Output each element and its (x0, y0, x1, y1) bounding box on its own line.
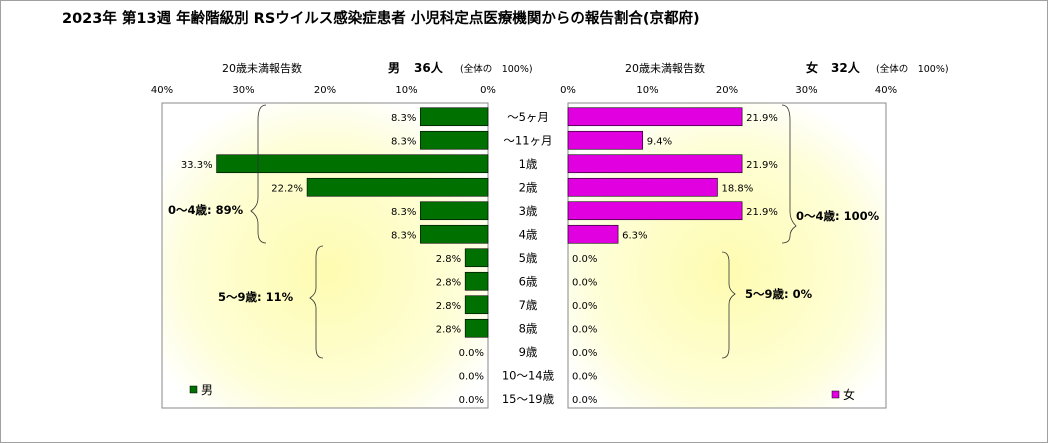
right-plot-area (567, 102, 887, 409)
left-group-label-5-9: 5〜9歳: 11% (218, 290, 294, 304)
left-header-count: 36人 (414, 60, 444, 75)
right-x-tick-label: 0% (560, 85, 576, 96)
male-value-label: 2.8% (436, 301, 461, 312)
female-value-label: 18.8% (721, 183, 753, 194)
left-plot-area (161, 102, 489, 409)
right-header-total: (全体の 100%) (876, 63, 949, 75)
left-x-tick-label: 20% (314, 85, 336, 96)
male-bar (464, 248, 489, 268)
male-value-label: 2.8% (436, 324, 461, 335)
right-x-tick-label: 40% (875, 85, 897, 96)
female-value-label: 0.0% (572, 301, 597, 312)
male-bar (420, 130, 489, 150)
right-bracket-0-4 (781, 104, 797, 244)
legend-male-swatch (189, 385, 198, 394)
male-value-label: 0.0% (459, 348, 484, 359)
female-value-label: 0.0% (572, 277, 597, 288)
male-value-label: 22.2% (271, 183, 303, 194)
right-group-label-5-9: 5〜9歳: 0% (745, 287, 813, 301)
female-value-label: 21.9% (746, 113, 778, 124)
category-label: 〜5ヶ月 (507, 110, 549, 124)
female-bar (567, 177, 718, 197)
male-bar (420, 201, 489, 221)
male-value-label: 8.3% (391, 136, 416, 147)
left-header-label: 20歳未満報告数 (222, 62, 302, 75)
category-label: 10〜14歳 (502, 368, 555, 382)
category-label: 7歳 (519, 298, 538, 312)
female-value-label: 0.0% (572, 348, 597, 359)
category-label: 3歳 (519, 204, 538, 218)
male-value-label: 8.3% (391, 113, 416, 124)
left-x-tick-label: 0% (480, 85, 496, 96)
female-value-label: 6.3% (622, 230, 647, 241)
left-x-tick-label: 40% (151, 85, 173, 96)
female-bar (567, 107, 743, 127)
chart-title: 2023年 第13週 年齢階級別 RSウイルス感染症患者 小児科定点医療機関から… (62, 9, 700, 27)
female-bar (567, 224, 619, 244)
right-header-label: 20歳未満報告数 (625, 62, 705, 75)
male-value-label: 2.8% (436, 277, 461, 288)
male-bar (306, 177, 489, 197)
right-header-gender: 女 (806, 60, 818, 75)
right-x-tick-label: 10% (636, 85, 658, 96)
right-group-label-0-4: 0〜4歳: 100% (796, 209, 880, 223)
male-value-label: 8.3% (391, 207, 416, 218)
male-value-label: 0.0% (459, 395, 484, 406)
male-value-label: 8.3% (391, 230, 416, 241)
female-value-label: 0.0% (572, 395, 597, 406)
female-value-label: 0.0% (572, 324, 597, 335)
category-label: 8歳 (519, 321, 538, 335)
category-label: 5歳 (519, 251, 538, 265)
category-label: 4歳 (519, 227, 538, 241)
female-bar (567, 201, 743, 221)
left-header-total: (全体の 100%) (460, 63, 533, 75)
female-value-label: 0.0% (572, 254, 597, 265)
female-value-label: 21.9% (746, 207, 778, 218)
female-value-label: 0.0% (572, 371, 597, 382)
category-label: 6歳 (519, 274, 538, 288)
female-value-label: 9.4% (647, 136, 672, 147)
left-x-tick-label: 30% (232, 85, 254, 96)
category-label: 2歳 (519, 180, 538, 194)
male-bar (420, 107, 489, 127)
male-bar (464, 271, 489, 291)
female-bar (567, 154, 743, 174)
category-label: 9歳 (519, 345, 538, 359)
right-bracket-5-9 (721, 251, 736, 359)
female-bar (567, 130, 644, 150)
right-header-count: 32人 (831, 60, 861, 75)
category-label: 1歳 (519, 157, 538, 171)
male-value-label: 2.8% (436, 254, 461, 265)
left-bracket-0-4 (250, 104, 267, 244)
legend-female-label: 女 (843, 387, 855, 402)
female-value-label: 21.9% (746, 160, 778, 171)
right-x-tick-label: 30% (795, 85, 817, 96)
male-value-label: 33.3% (181, 160, 213, 171)
left-group-label-0-4: 0〜4歳: 89% (168, 203, 244, 217)
category-label: 〜11ヶ月 (503, 133, 552, 147)
legend-female-swatch (831, 390, 840, 399)
legend-male-label: 男 (201, 383, 213, 397)
category-label: 15〜19歳 (502, 392, 555, 406)
left-x-tick-label: 10% (395, 85, 417, 96)
male-bar (420, 224, 489, 244)
male-value-label: 0.0% (459, 371, 484, 382)
male-bar (464, 318, 489, 338)
male-bar (216, 154, 489, 174)
left-bracket-5-9 (309, 245, 324, 359)
left-header-gender: 男 (388, 61, 400, 75)
male-bar (464, 295, 489, 315)
right-x-tick-label: 20% (716, 85, 738, 96)
